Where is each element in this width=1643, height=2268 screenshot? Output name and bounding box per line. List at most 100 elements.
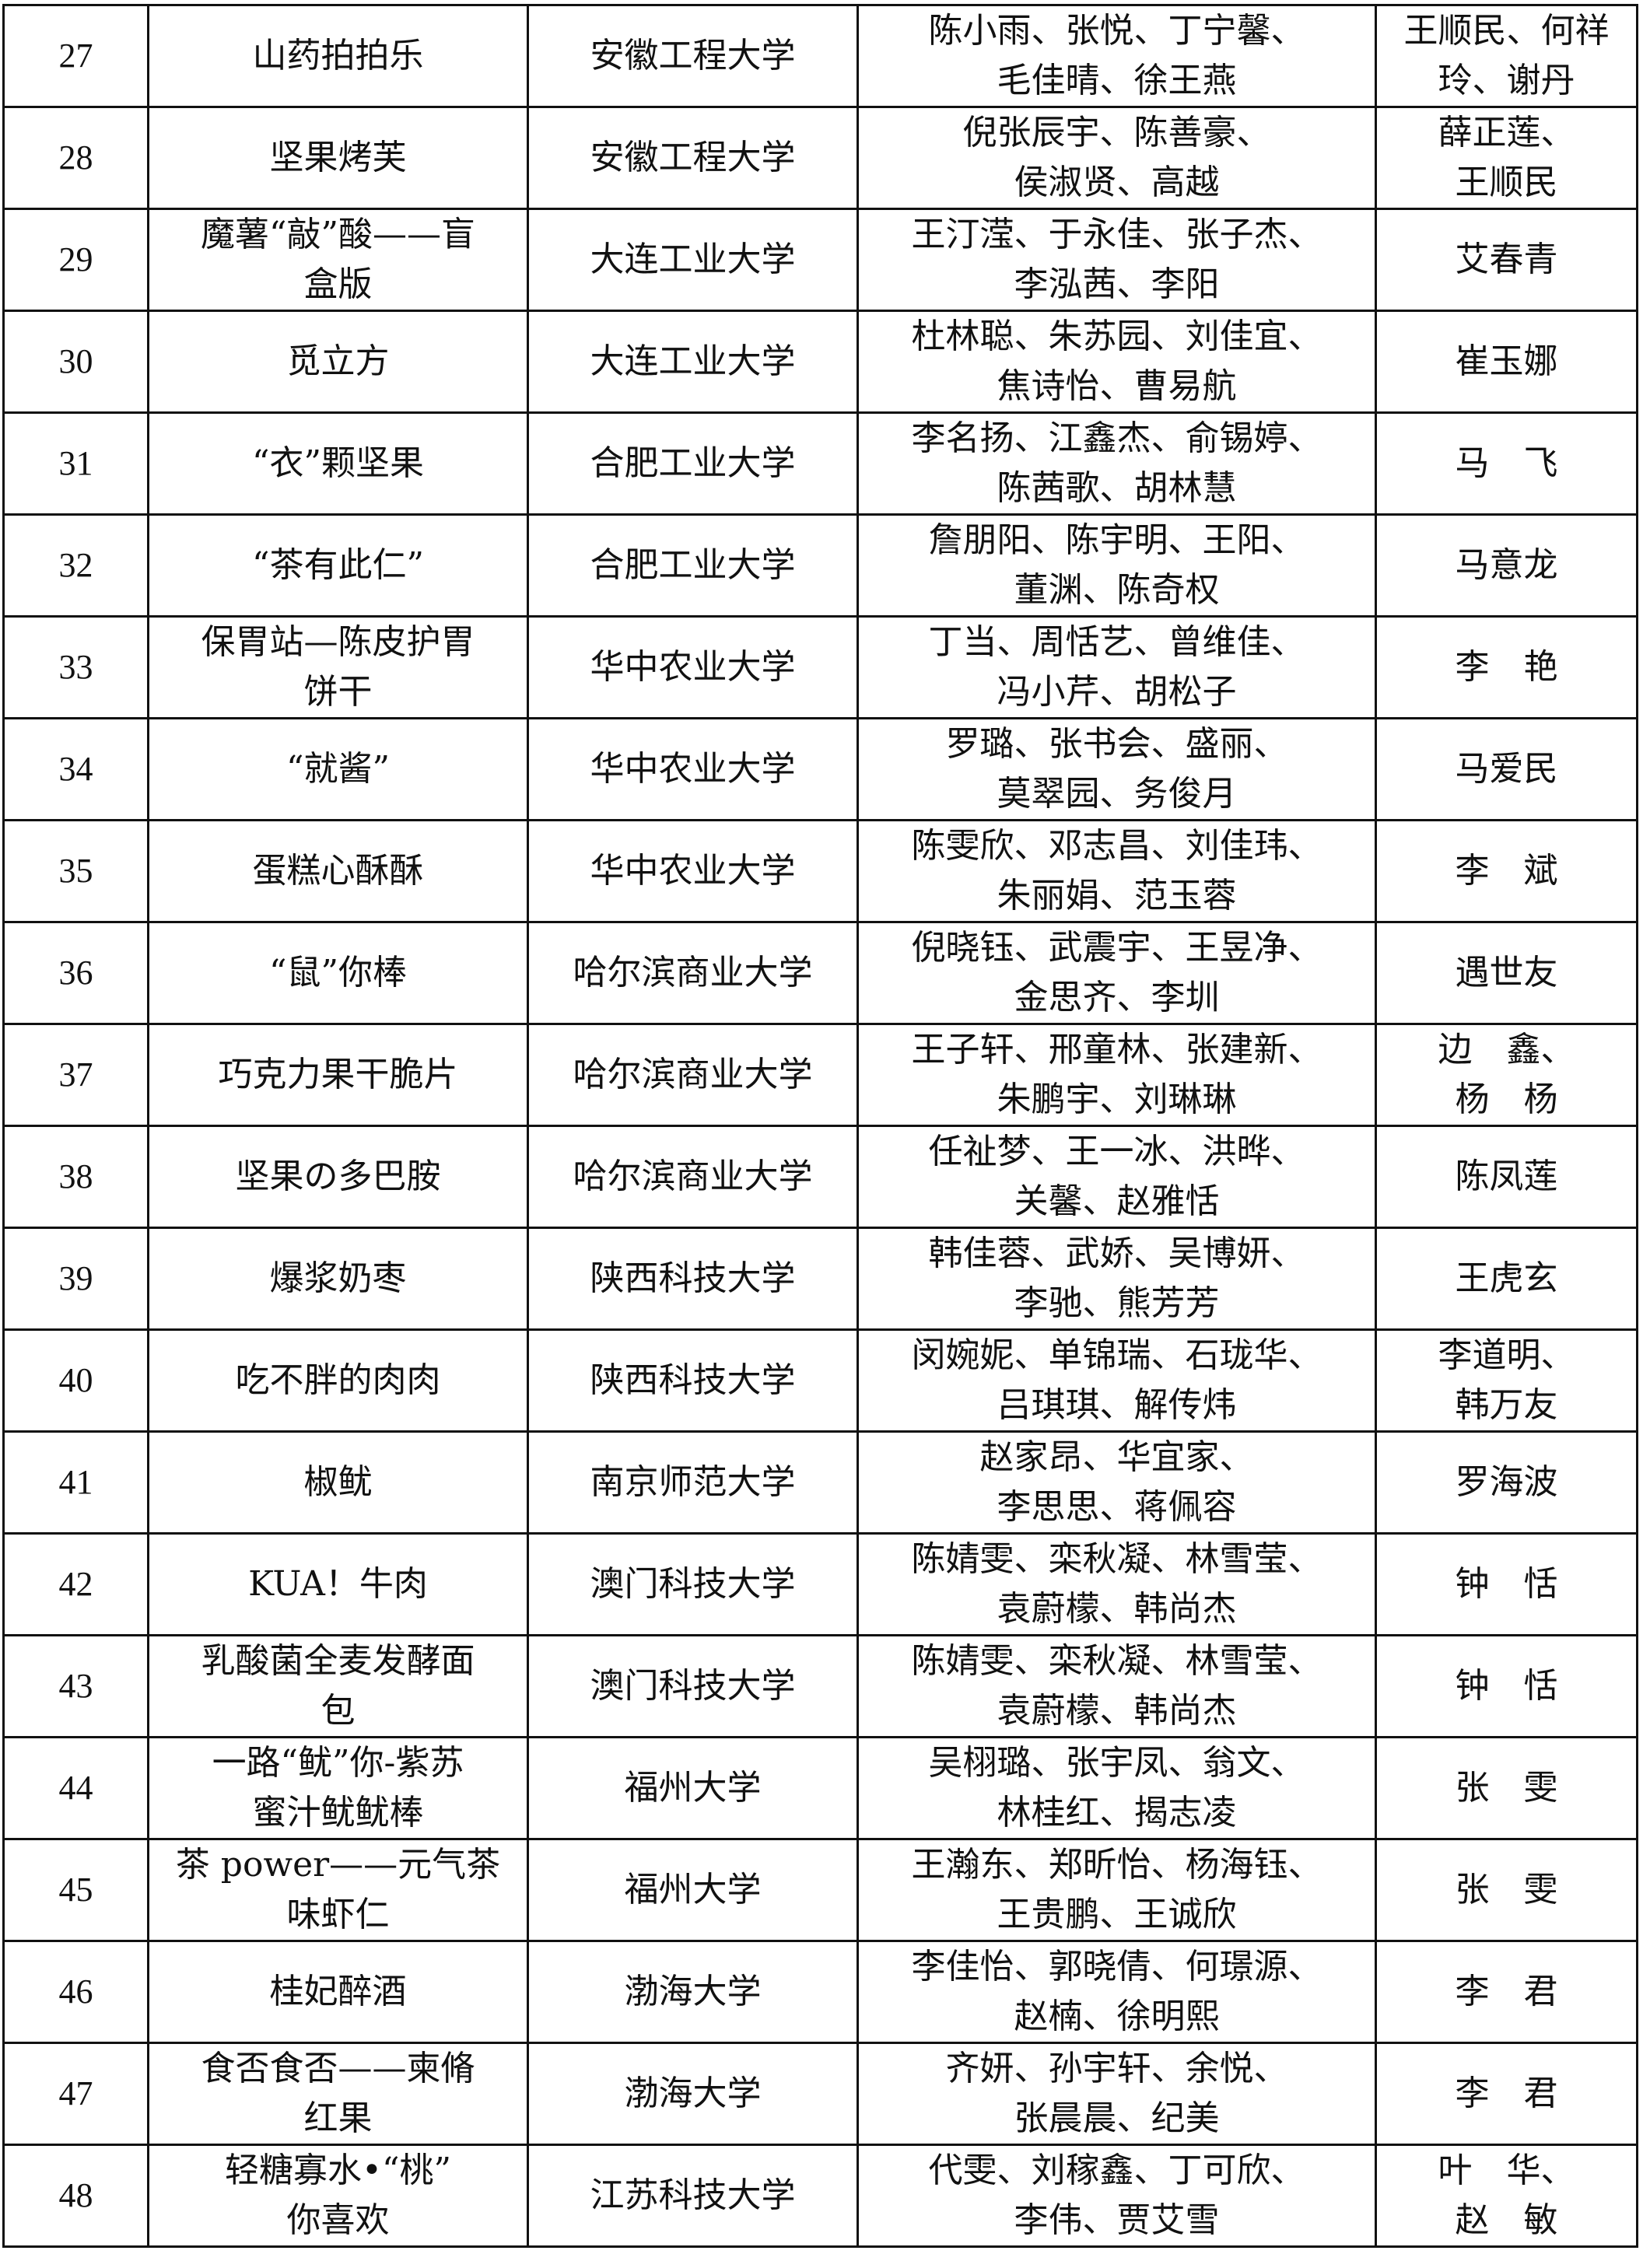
advisor-cell: 崔玉娜 <box>1375 310 1638 414</box>
school-cell: 福州大学 <box>527 1736 859 1840</box>
advisor-cell-line: 边 鑫、 <box>1438 1030 1575 1069</box>
team-members-cell-line: 李伟、贾艾雪 <box>1014 2200 1220 2240</box>
row-number-cell: 44 <box>2 1736 149 1840</box>
team-members-cell: 倪张辰宇、陈善豪、 侯淑贤、高越 <box>857 106 1377 210</box>
table-row: 36 “鼠”你棒 哈尔滨商业大学 倪晓钰、武震宇、王昱净、 金思齐、李圳 遇世友 <box>2 921 1638 1025</box>
advisor-cell-line: 张 雯 <box>1455 1870 1558 1909</box>
team-members-cell: 罗璐、张书会、盛丽、 莫翠园、务俊月 <box>857 717 1377 821</box>
team-members-cell-line: 李驰、熊芳芳 <box>1014 1283 1220 1323</box>
team-members-cell: 王汀滢、于永佳、张子杰、 李泓茜、李阳 <box>857 208 1377 312</box>
team-members-cell-line: 林桂红、揭志凌 <box>997 1793 1237 1832</box>
table-row: 32 “茶有此仁” 合肥工业大学 詹朋阳、陈宇明、王阳、 董渊、陈奇权 马意龙 <box>2 513 1638 618</box>
table-row: 33 保胃站—陈皮护胃 饼干 华中农业大学 丁当、周恬艺、曾维佳、 冯小芹、胡松子李 艳 <box>2 615 1638 719</box>
school-cell: 华中农业大学 <box>527 819 859 923</box>
row-number-cell: 34 <box>2 717 149 821</box>
table-row: 27 山药拍拍乐 安徽工程大学 陈小雨、张悦、丁宁馨、 毛佳晴、徐王燕 王顺民、何祥 玲、谢… <box>2 4 1638 108</box>
school-cell: 安徽工程大学 <box>527 4 859 108</box>
table-row: 43 乳酸菌全麦发酵面包澳门科技大学 陈婧雯、栾秋凝、林雪莹、 袁蔚檬、韩尚杰钟 恬 <box>2 1634 1638 1738</box>
advisor-cell-line: 马爱民 <box>1455 749 1558 789</box>
team-members-cell: 李佳怡、郭晓倩、何璟源、 赵楠、徐明熙 <box>857 1940 1377 2044</box>
work-title-cell-line: 椒鱿 <box>303 1462 373 1502</box>
school-cell: 华中农业大学 <box>527 717 859 821</box>
row-number-cell: 48 <box>2 2144 149 2248</box>
work-title-cell: 茶 power——元气茶 味虾仁 <box>147 1838 529 1942</box>
table-row: 35 蛋糕心酥酥 华中农业大学 陈雯欣、邓志昌、刘佳玮、 朱丽娟、范玉蓉李 斌 <box>2 819 1638 923</box>
table-row: 48 轻糖寡水•“桃” 你喜欢 江苏科技大学 代雯、刘稼鑫、丁可欣、 李伟、贾艾雪叶 华、… <box>2 2144 1638 2248</box>
advisor-cell-line: 李 君 <box>1455 1972 1558 2011</box>
team-members-cell-line: 董渊、陈奇权 <box>1014 570 1220 610</box>
team-members-cell: 李名扬、江鑫杰、俞锡婷、 陈茜歌、胡林慧 <box>857 411 1377 516</box>
table-row: 29 魔薯“敲”酸——盲 盒版 大连工业大学 王汀滢、于永佳、张子杰、 李泓茜、李阳 艾春青 <box>2 208 1638 312</box>
team-members-cell: 杜林聪、朱苏园、刘佳宜、 焦诗怡、曹易航 <box>857 310 1377 414</box>
team-members-cell: 韩佳蓉、武娇、吴博妍、 李驰、熊芳芳 <box>857 1227 1377 1331</box>
work-title-cell: 轻糖寡水•“桃” 你喜欢 <box>147 2144 529 2248</box>
table-row: 37 巧克力果干脆片 哈尔滨商业大学 王子轩、邢童林、张建新、 朱鹏宇、刘琳琳边 鑫、杨… <box>2 1023 1638 1127</box>
school-cell: 大连工业大学 <box>527 310 859 414</box>
work-title-cell: “就酱” <box>147 717 529 821</box>
team-members-cell-line: 袁蔚檬、韩尚杰 <box>997 1589 1237 1629</box>
team-members-cell-line: 詹朋阳、陈宇明、王阳、 <box>928 520 1305 560</box>
team-members-cell: 陈小雨、张悦、丁宁馨、 毛佳晴、徐王燕 <box>857 4 1377 108</box>
advisor-cell-line: 马意龙 <box>1455 545 1558 585</box>
team-members-cell-line: 朱丽娟、范玉蓉 <box>997 876 1237 915</box>
advisor-cell: 李 斌 <box>1375 819 1638 923</box>
table-row: 46 桂妃醉酒 渤海大学 李佳怡、郭晓倩、何璟源、 赵楠、徐明熙李 君 <box>2 1940 1638 2044</box>
table-row: 30 觅立方 大连工业大学 杜林聪、朱苏园、刘佳宜、 焦诗怡、曹易航 崔玉娜 <box>2 310 1638 414</box>
school-cell: 南京师范大学 <box>527 1430 859 1535</box>
work-title-cell: “茶有此仁” <box>147 513 529 618</box>
row-number-cell: 35 <box>2 819 149 923</box>
school-cell: 福州大学 <box>527 1838 859 1942</box>
team-members-cell: 代雯、刘稼鑫、丁可欣、 李伟、贾艾雪 <box>857 2144 1377 2248</box>
team-members-cell: 齐妍、孙宇轩、余悦、 张晨晨、纪美 <box>857 2042 1377 2146</box>
work-title-cell: 吃不胖的肉肉 <box>147 1328 529 1433</box>
advisor-cell-line: 薛正莲、 <box>1438 113 1575 152</box>
team-members-cell-line: 王汀滢、于永佳、张子杰、 <box>911 215 1322 254</box>
advisor-cell-line: 陈凤莲 <box>1455 1157 1558 1196</box>
school-cell: 澳门科技大学 <box>527 1634 859 1738</box>
work-title-cell: 椒鱿 <box>147 1430 529 1535</box>
work-title-cell-line: 山药拍拍乐 <box>252 36 424 75</box>
team-members-cell: 詹朋阳、陈宇明、王阳、 董渊、陈奇权 <box>857 513 1377 618</box>
row-number-cell: 45 <box>2 1838 149 1942</box>
advisor-cell-line: 李 艳 <box>1455 647 1558 687</box>
team-members-cell-line: 王瀚东、郑昕怡、杨海钰、 <box>911 1845 1322 1885</box>
work-title-cell: “鼠”你棒 <box>147 921 529 1025</box>
school-cell: 哈尔滨商业大学 <box>527 1125 859 1229</box>
team-members-cell: 吴栩璐、张宇凤、翁文、 林桂红、揭志凌 <box>857 1736 1377 1840</box>
work-title-cell-line: 茶 power——元气茶 <box>175 1845 501 1885</box>
school-cell: 渤海大学 <box>527 1940 859 2044</box>
advisor-cell: 李 君 <box>1375 2042 1638 2146</box>
work-title-cell-line: 觅立方 <box>286 341 390 381</box>
team-members-cell-line: 罗璐、张书会、盛丽、 <box>945 724 1288 764</box>
row-number-cell: 40 <box>2 1328 149 1433</box>
team-members-cell-line: 莫翠园、务俊月 <box>997 774 1237 814</box>
team-members-cell-line: 赵楠、徐明熙 <box>1014 1997 1220 2036</box>
work-title-cell-line: 蜜汁鱿鱿棒 <box>252 1793 424 1832</box>
advisor-cell-line: 李 斌 <box>1455 851 1558 891</box>
team-members-cell: 陈婧雯、栾秋凝、林雪莹、 袁蔚檬、韩尚杰 <box>857 1532 1377 1636</box>
school-cell: 合肥工业大学 <box>527 513 859 618</box>
table-body: 27 山药拍拍乐 安徽工程大学 陈小雨、张悦、丁宁馨、 毛佳晴、徐王燕 王顺民、何祥 玲、谢… <box>2 4 1638 2248</box>
team-members-cell-line: 李思思、蒋佩容 <box>997 1487 1237 1527</box>
team-members-cell-line: 李佳怡、郭晓倩、何璟源、 <box>911 1947 1322 1986</box>
team-members-cell-line: 陈雯欣、邓志昌、刘佳玮、 <box>911 826 1322 866</box>
team-members-cell: 王瀚东、郑昕怡、杨海钰、 王贵鹏、王诚欣 <box>857 1838 1377 1942</box>
work-title-cell-line: 你喜欢 <box>286 2200 390 2240</box>
awards-table: 27 山药拍拍乐 安徽工程大学 陈小雨、张悦、丁宁馨、 毛佳晴、徐王燕 王顺民、何祥 玲、谢… <box>2 4 1638 2248</box>
row-number-cell: 28 <box>2 106 149 210</box>
table-row: 31 “衣”颗坚果 合肥工业大学 李名扬、江鑫杰、俞锡婷、 陈茜歌、胡林慧马 飞 <box>2 411 1638 516</box>
advisor-cell: 李 艳 <box>1375 615 1638 719</box>
work-title-cell: 乳酸菌全麦发酵面包 <box>147 1634 529 1738</box>
advisor-cell: 陈凤莲 <box>1375 1125 1638 1229</box>
row-number-cell: 32 <box>2 513 149 618</box>
work-title-cell: 保胃站—陈皮护胃 饼干 <box>147 615 529 719</box>
team-members-cell-line: 赵家昂、华宜家、 <box>979 1437 1254 1477</box>
school-cell: 澳门科技大学 <box>527 1532 859 1636</box>
advisor-cell-line: 遇世友 <box>1455 953 1558 992</box>
work-title-cell: 桂妃醉酒 <box>147 1940 529 2044</box>
school-cell: 江苏科技大学 <box>527 2144 859 2248</box>
table-row: 28 坚果烤芙 安徽工程大学 倪张辰宇、陈善豪、 侯淑贤、高越 薛正莲、 王顺民 <box>2 106 1638 210</box>
advisor-cell-line: 李 君 <box>1455 2074 1558 2113</box>
school-cell: 哈尔滨商业大学 <box>527 921 859 1025</box>
advisor-cell: 王顺民、何祥 玲、谢丹 <box>1375 4 1638 108</box>
